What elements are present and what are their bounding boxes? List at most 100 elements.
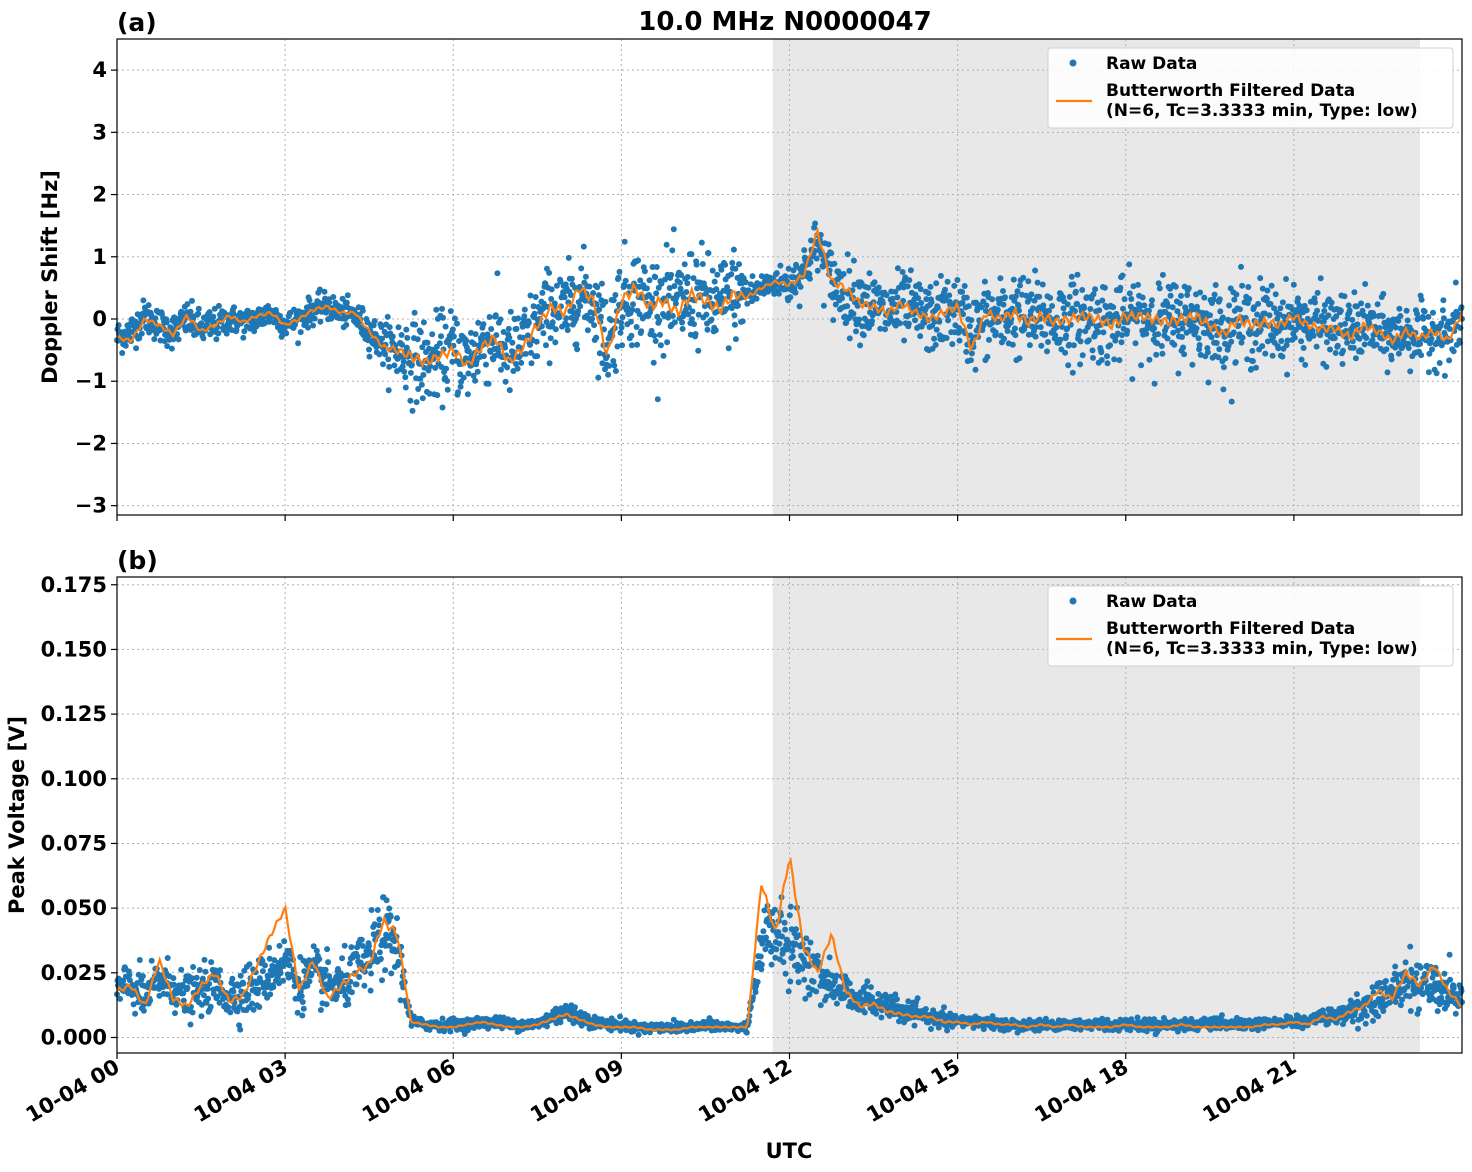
raw-data-point [1249, 358, 1256, 365]
raw-data-point [1337, 307, 1344, 314]
raw-data-point [934, 304, 941, 311]
raw-data-point [1111, 356, 1118, 363]
raw-data-point [407, 397, 414, 404]
raw-data-point [634, 341, 641, 348]
raw-data-point [671, 283, 678, 290]
raw-data-point [1253, 364, 1259, 371]
raw-data-point [918, 300, 925, 306]
raw-data-point [677, 279, 683, 286]
raw-data-point [480, 321, 487, 328]
raw-data-point [163, 319, 170, 326]
raw-data-point [1112, 337, 1119, 344]
raw-data-point [873, 1010, 880, 1017]
raw-data-point [483, 361, 489, 368]
raw-data-point [593, 334, 600, 341]
raw-data-point [1334, 342, 1341, 349]
raw-data-point [1452, 279, 1459, 286]
raw-data-point [905, 320, 912, 327]
raw-data-point [1349, 316, 1356, 323]
raw-data-point [187, 308, 194, 315]
raw-data-point [672, 300, 679, 307]
raw-data-point [806, 275, 813, 282]
legend-entry-filter-params-a: (N=6, Tc=3.3333 min, Type: low) [1106, 101, 1418, 121]
raw-data-point [492, 312, 499, 319]
y-tick-label: −2 [75, 431, 107, 455]
raw-data-point [831, 260, 838, 267]
raw-data-point [1263, 295, 1270, 302]
raw-data-point [983, 302, 990, 309]
raw-data-point [949, 341, 956, 348]
raw-data-point [628, 332, 635, 339]
raw-data-point [654, 396, 661, 403]
raw-data-point [216, 999, 223, 1006]
raw-data-point [358, 936, 365, 943]
raw-data-point [1269, 352, 1276, 359]
raw-data-point [385, 356, 392, 363]
raw-data-point [344, 996, 351, 1003]
raw-data-point [403, 326, 410, 333]
raw-data-point [739, 318, 746, 325]
raw-data-point [1433, 370, 1440, 377]
raw-data-point [1333, 313, 1340, 320]
raw-data-point [1238, 339, 1245, 346]
raw-data-point [823, 993, 830, 1000]
raw-data-point [568, 275, 575, 282]
raw-data-point [886, 1012, 893, 1019]
raw-data-point [817, 1002, 824, 1009]
raw-data-point [1205, 379, 1212, 386]
raw-data-point [651, 332, 658, 339]
raw-data-point [664, 339, 671, 346]
raw-data-point [1033, 324, 1040, 330]
raw-data-point [1373, 341, 1380, 348]
raw-data-point [1295, 295, 1301, 302]
raw-data-point [1232, 359, 1239, 366]
raw-data-point [1040, 302, 1047, 309]
raw-data-point [1062, 349, 1069, 356]
raw-data-point [901, 337, 908, 344]
raw-data-point [735, 302, 741, 309]
raw-data-point [649, 264, 656, 270]
raw-data-point [1272, 291, 1279, 298]
raw-data-point [1104, 360, 1111, 367]
raw-data-point [236, 1003, 243, 1010]
raw-data-point [1259, 285, 1266, 292]
raw-data-point [540, 330, 547, 337]
raw-data-point [927, 283, 934, 290]
raw-data-point [586, 283, 593, 290]
raw-data-point [1298, 338, 1305, 345]
raw-data-point [195, 305, 202, 312]
raw-data-point [648, 327, 655, 334]
raw-data-point [656, 331, 663, 338]
raw-data-point [442, 323, 449, 330]
raw-data-point [420, 319, 427, 326]
raw-data-point [565, 299, 572, 306]
raw-data-point [343, 299, 350, 306]
raw-data-point [402, 384, 409, 391]
raw-data-point [723, 306, 730, 312]
raw-data-point [861, 1009, 868, 1016]
raw-data-point [965, 303, 972, 310]
raw-data-point [1284, 371, 1291, 378]
raw-data-point [468, 329, 474, 336]
raw-data-point [382, 351, 389, 358]
raw-data-point [152, 315, 159, 322]
raw-data-point [126, 972, 133, 978]
raw-data-point [1271, 305, 1278, 312]
raw-data-point [732, 265, 739, 272]
raw-data-point [758, 961, 765, 968]
raw-data-point [298, 993, 305, 1000]
raw-data-point [271, 957, 278, 964]
raw-data-point [557, 1019, 564, 1026]
raw-data-point [1379, 313, 1386, 319]
raw-data-point [758, 273, 765, 280]
raw-data-point [1384, 369, 1391, 376]
raw-data-point [175, 336, 182, 343]
raw-data-point [968, 317, 975, 324]
raw-data-point [1095, 329, 1102, 336]
raw-data-point [959, 299, 966, 306]
raw-data-point [944, 1027, 951, 1034]
raw-data-point [1020, 274, 1027, 281]
raw-data-point [846, 267, 853, 274]
raw-data-point [251, 328, 258, 335]
raw-data-point [892, 288, 899, 295]
